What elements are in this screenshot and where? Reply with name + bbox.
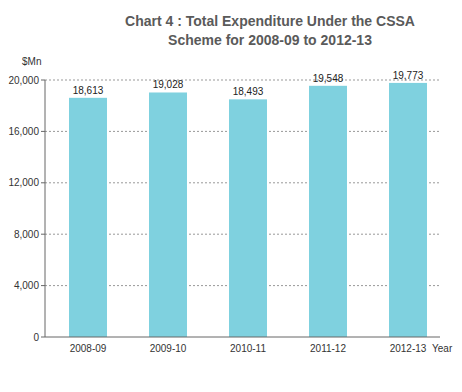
x-tick-label: 2009-10 <box>150 343 187 354</box>
data-label: 19,548 <box>313 73 344 84</box>
chart-svg: Chart 4 : Total Expenditure Under the CS… <box>0 0 462 392</box>
y-tick-label: 4,000 <box>14 280 39 291</box>
x-axis <box>45 337 440 338</box>
bar <box>229 99 267 337</box>
y-tick-label: 12,000 <box>8 177 39 188</box>
bar <box>389 83 427 337</box>
y-tick <box>41 182 45 183</box>
data-label: 19,028 <box>153 79 184 90</box>
bars <box>69 83 427 337</box>
y-tick <box>41 285 45 286</box>
y-tick-label: 16,000 <box>8 126 39 137</box>
title-line: Chart 4 : Total Expenditure Under the CS… <box>125 13 415 29</box>
x-tick-label: 2008-09 <box>70 343 107 354</box>
y-tick-label: 0 <box>33 332 39 343</box>
data-label: 19,773 <box>393 70 424 81</box>
y-tick <box>41 337 45 338</box>
chart-title: Chart 4 : Total Expenditure Under the CS… <box>125 13 415 48</box>
y-tick <box>41 80 45 81</box>
title-line: Scheme for 2008-09 to 2012-13 <box>168 32 372 48</box>
bar <box>309 86 347 337</box>
grid-line <box>45 80 440 81</box>
x-tick-label: 2010-11 <box>230 343 266 354</box>
y-tick <box>41 234 45 235</box>
y-axis <box>45 80 46 337</box>
labels: 18,613 19,028 18,493 19,548 19,773 2008-09 200… <box>70 70 427 354</box>
grid: 0 4,000 8,000 12,000 16,000 20,000 <box>8 75 440 343</box>
x-axis-label: Year <box>432 343 453 354</box>
x-tick-label: 2012-13 <box>390 343 427 354</box>
y-axis-label: $Mn <box>22 56 41 67</box>
y-tick-label: 20,000 <box>8 75 39 86</box>
chart-container: Chart 4 : Total Expenditure Under the CS… <box>0 0 462 392</box>
y-tick <box>41 131 45 132</box>
x-tick-label: 2011-12 <box>310 343 346 354</box>
bar <box>69 98 107 337</box>
data-label: 18,493 <box>233 86 264 97</box>
data-label: 18,613 <box>73 85 104 96</box>
y-tick-label: 8,000 <box>14 229 39 240</box>
bar <box>149 92 187 337</box>
